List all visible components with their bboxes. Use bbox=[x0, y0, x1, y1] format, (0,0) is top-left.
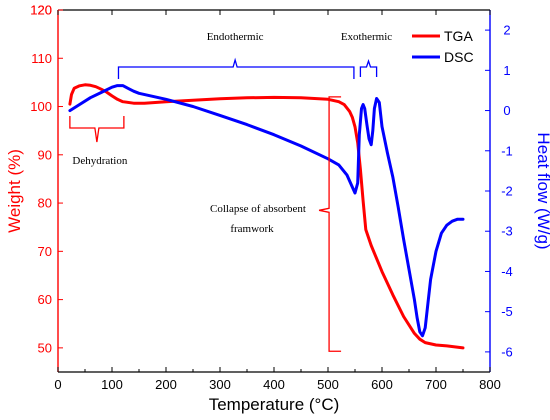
left-y-tick-label: 120 bbox=[30, 3, 52, 18]
legend-box bbox=[408, 22, 484, 70]
series-line-dsc bbox=[68, 84, 465, 338]
x-tick-label: 800 bbox=[479, 377, 501, 392]
dehydration-label: Dehydration bbox=[72, 155, 127, 167]
left-y-tick-label: 60 bbox=[38, 292, 52, 307]
dehydration-bracket bbox=[69, 116, 125, 143]
left-y-axis-title: Weight (%) bbox=[5, 149, 24, 233]
collapse-label-line2: framwork bbox=[230, 223, 274, 235]
right-y-tick-label: -6 bbox=[501, 344, 513, 359]
right-y-tick-label: -4 bbox=[501, 264, 513, 279]
series-line-tga bbox=[68, 83, 465, 350]
x-tick-label: 200 bbox=[155, 377, 177, 392]
left-y-tick-label: 110 bbox=[31, 51, 52, 66]
right-y-tick-label: -5 bbox=[501, 304, 513, 319]
right-y-tick-label: -2 bbox=[501, 184, 513, 199]
exothermic-label: Exothermic bbox=[341, 31, 392, 43]
legend-label-dsc: DSC bbox=[444, 49, 474, 65]
collapse-bracket bbox=[318, 96, 342, 352]
left-y-tick-label: 120 bbox=[30, 3, 52, 18]
right-y-tick-label: 0 bbox=[503, 103, 510, 118]
left-y-tick-label: 100 bbox=[30, 99, 52, 114]
right-y-axis-title: Heat flow (W/g) bbox=[534, 132, 550, 249]
right-y-tick-label: -1 bbox=[501, 143, 513, 158]
x-tick-label: 600 bbox=[371, 377, 393, 392]
axis-titles: Temperature (°C) Weight (%) Heat flow (W/g… bbox=[5, 132, 550, 414]
left-y-tick-label: 80 bbox=[38, 196, 52, 211]
x-tick-label: 500 bbox=[317, 377, 339, 392]
left-y-tick-label: 90 bbox=[38, 147, 52, 162]
series-layer bbox=[68, 83, 465, 350]
left-y-tick-label: 70 bbox=[38, 244, 52, 259]
x-tick-label: 700 bbox=[425, 377, 447, 392]
x-tick-label: 300 bbox=[209, 377, 231, 392]
x-axis-title: Temperature (°C) bbox=[209, 395, 340, 414]
left-y-tick-label: 50 bbox=[38, 340, 52, 355]
right-y-tick-label: 2 bbox=[503, 23, 510, 38]
x-tick-label: 400 bbox=[263, 377, 285, 392]
right-y-tick-label: 1 bbox=[503, 63, 510, 78]
collapse-label-line1: Collapse of absorbent bbox=[210, 203, 306, 215]
endothermic-label: Endothermic bbox=[207, 31, 264, 43]
right-y-tick-label: -3 bbox=[501, 224, 513, 239]
x-tick-label: 100 bbox=[101, 377, 123, 392]
legend-label-tga: TGA bbox=[444, 28, 473, 44]
exothermic-bracket bbox=[359, 58, 378, 77]
tick-layer: 0 100 200 300 400 500 600 700 800506070809010011… bbox=[30, 3, 512, 393]
endothermic-bracket bbox=[117, 57, 355, 79]
x-tick-label: 0 bbox=[54, 377, 61, 392]
legend: TGA DSC bbox=[408, 22, 484, 70]
annotation-layer: Endothermic Exothermic Dehydration Collapse… bbox=[69, 31, 392, 352]
